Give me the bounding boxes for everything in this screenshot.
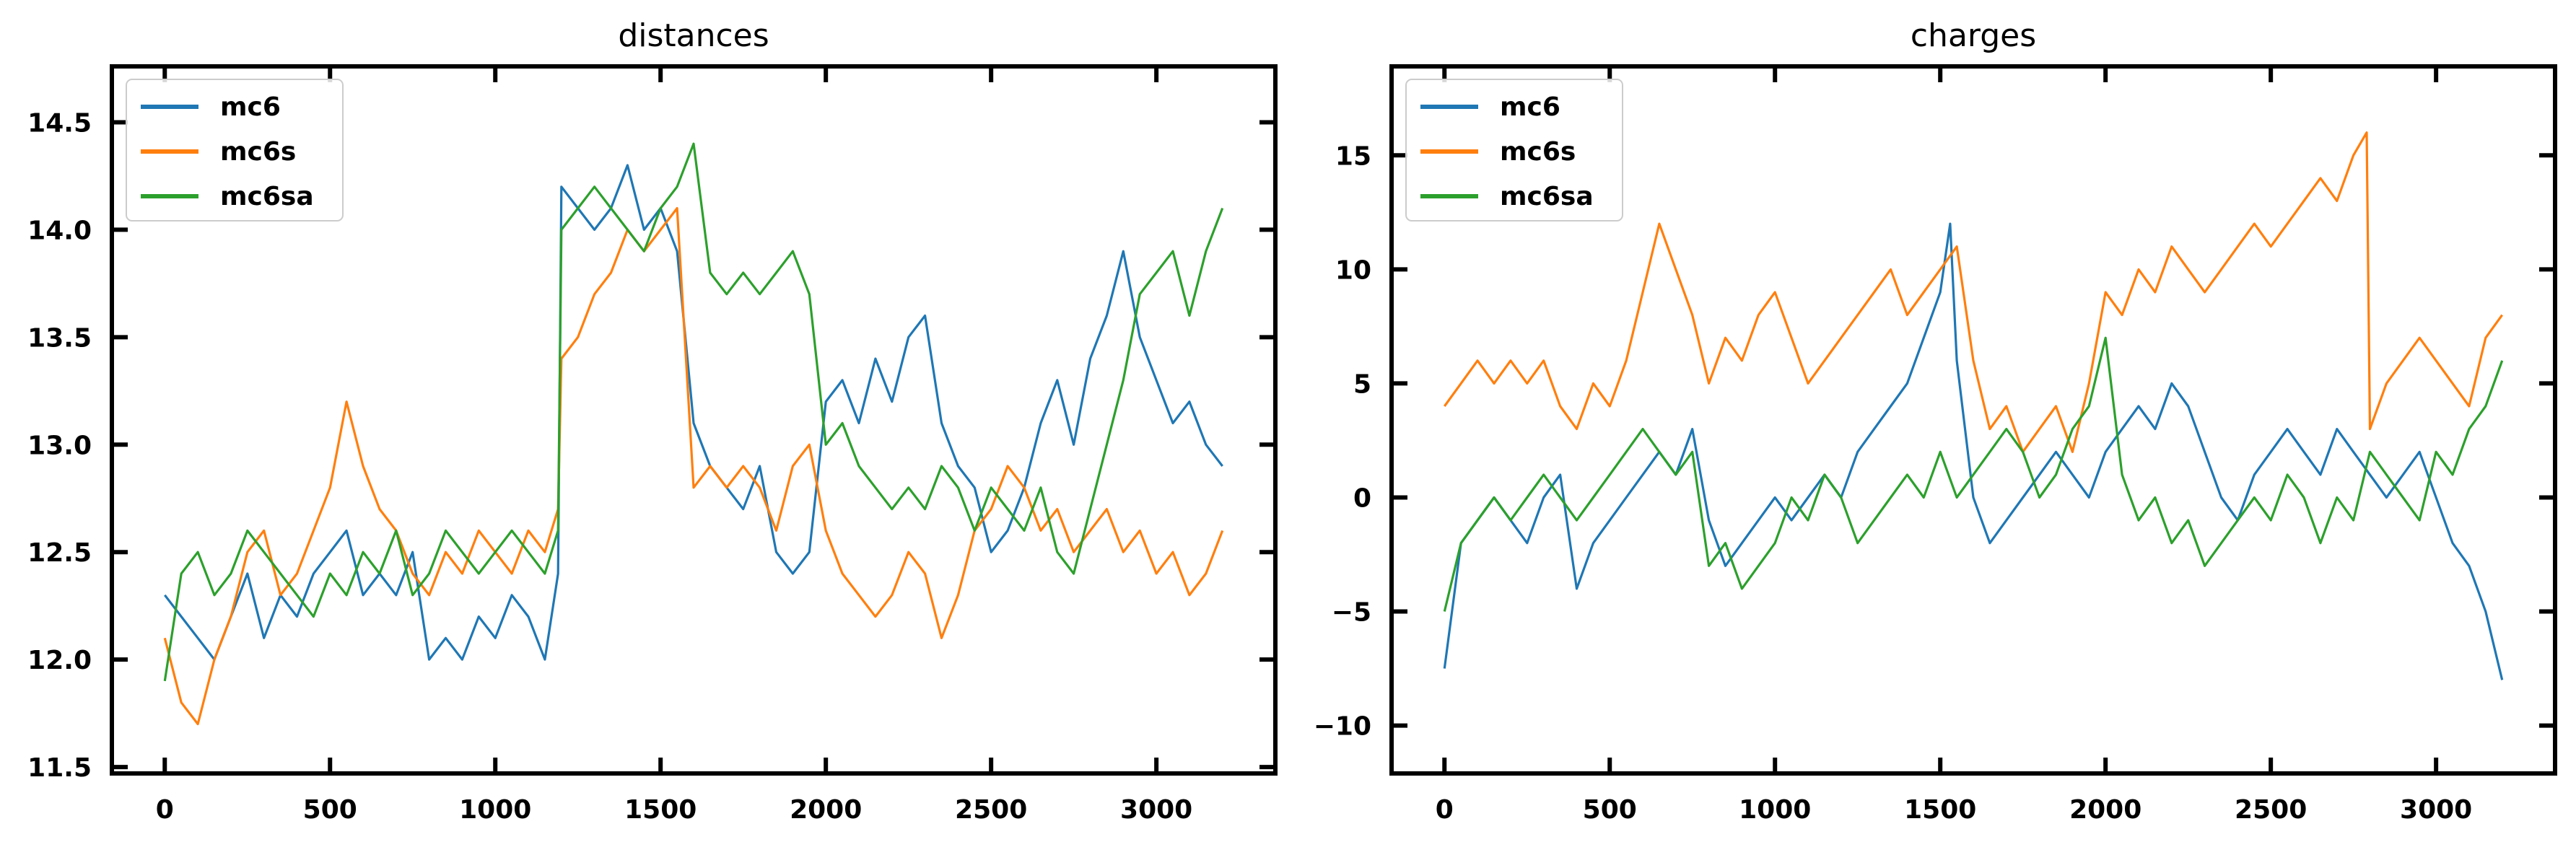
- legend: mc6 mc6s mc6sa: [126, 79, 344, 222]
- x-tick-label: 2500: [955, 795, 1027, 825]
- y-tick-label: 13.5: [27, 323, 92, 353]
- series-line-mc6s: [1444, 131, 2503, 453]
- y-tick-label: 13.0: [27, 431, 92, 460]
- legend-label-mc6s: mc6s: [220, 137, 296, 167]
- x-tick-label: 0: [1436, 795, 1454, 825]
- x-tick-label: 2000: [790, 795, 862, 825]
- series-line-mc6sa: [1443, 336, 2504, 612]
- x-tick-label: 3000: [2400, 795, 2472, 825]
- series-lines: [1443, 131, 2504, 680]
- series-lines: [163, 142, 1224, 726]
- plot-frame: [110, 64, 1278, 776]
- series-line-mc6sa: [163, 142, 1224, 682]
- legend-label-mc6: mc6: [220, 92, 281, 122]
- y-tick-label: 0: [1353, 483, 1371, 513]
- chart-title: distances: [618, 17, 769, 54]
- charges-chart: charges 0 500 1000 1500 2000 2500 3000 −10 −5 0 5 1…: [1314, 17, 2557, 825]
- y-tick-label: 5: [1353, 369, 1371, 399]
- y-tick-label: 10: [1335, 255, 1371, 285]
- x-tick-label: 2000: [2069, 795, 2141, 825]
- x-tick-label: 1500: [1904, 795, 1976, 825]
- series-line-mc6s: [163, 207, 1224, 726]
- x-tick-label: 500: [303, 795, 357, 825]
- y-tick-label: −5: [1332, 598, 1371, 628]
- plot-frame: [1389, 64, 2557, 776]
- y-tick-label: 11.5: [27, 753, 92, 783]
- legend-box: [126, 79, 344, 222]
- legend-label-mc6sa: mc6sa: [220, 182, 314, 211]
- y-tick-label: −10: [1314, 712, 1371, 742]
- x-tick-label: 500: [1583, 795, 1637, 825]
- legend-label-mc6: mc6: [1500, 92, 1560, 122]
- y-tick-label: 14.0: [27, 216, 92, 245]
- y-tick-label: 14.5: [27, 108, 92, 138]
- x-tick-label: 0: [156, 795, 174, 825]
- series-line-mc6: [164, 164, 1223, 661]
- distances-chart: distances 0 500 1000 1500 2000 2500 3000 11.5 12…: [27, 17, 1278, 825]
- chart-title: charges: [1911, 17, 2036, 54]
- legend-box: [1405, 79, 1623, 222]
- x-tick-label: 1000: [459, 795, 531, 825]
- x-tick-label: 2500: [2235, 795, 2307, 825]
- y-tick-label: 12.5: [27, 538, 92, 568]
- y-tick-label: 15: [1335, 141, 1371, 171]
- y-tick-label: 12.0: [27, 646, 92, 675]
- x-tick-label: 1000: [1739, 795, 1811, 825]
- legend-label-mc6sa: mc6sa: [1500, 182, 1594, 211]
- series-line-mc6: [1443, 222, 2504, 680]
- legend-label-mc6s: mc6s: [1500, 137, 1576, 167]
- x-tick-label: 1500: [624, 795, 697, 825]
- legend: mc6 mc6s mc6sa: [1405, 79, 1623, 222]
- x-tick-label: 3000: [1120, 795, 1192, 825]
